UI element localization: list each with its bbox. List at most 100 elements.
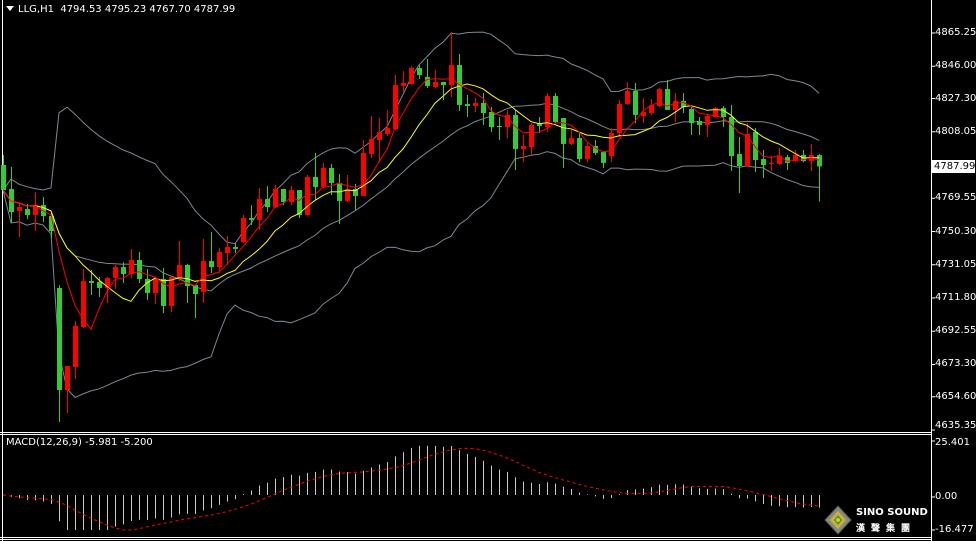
candle-body — [153, 278, 158, 293]
bearish-candle — [425, 58, 430, 88]
bullish-candle — [169, 276, 174, 312]
diamond-logo-icon — [824, 505, 852, 535]
bullish-candle — [257, 187, 262, 230]
candle-body — [65, 366, 70, 391]
price-tick-label: 4654.60 — [935, 390, 976, 402]
candle-body — [233, 247, 238, 249]
candle-body — [577, 138, 582, 159]
bearish-candle — [329, 163, 334, 196]
bearish-candle — [577, 133, 582, 163]
candle-body — [321, 167, 326, 187]
bearish-candle — [441, 81, 446, 101]
bearish-candle — [337, 173, 342, 225]
bearish-candle — [233, 243, 238, 254]
bullish-candle — [569, 129, 574, 145]
bearish-candle — [137, 252, 142, 283]
candle-body — [361, 152, 366, 196]
candle-body — [569, 138, 574, 144]
bullish-candle — [289, 186, 294, 206]
bullish-candle — [769, 156, 774, 172]
candle-body — [161, 278, 166, 306]
candle-body — [25, 209, 30, 215]
candle-body — [817, 155, 822, 167]
bullish-candle — [361, 139, 366, 196]
bearish-candle — [721, 105, 726, 128]
candle-body — [105, 277, 110, 288]
bearish-candle — [209, 232, 214, 273]
price-tick-label: 4769.55 — [935, 192, 976, 204]
candle-body — [449, 65, 454, 86]
candle-body — [729, 117, 734, 157]
bullish-candle — [393, 75, 398, 130]
candle-body — [305, 176, 310, 215]
macd-tick-label: -16.477 — [935, 524, 974, 535]
bearish-candle — [513, 109, 518, 171]
candle-body — [137, 259, 142, 279]
candle-body — [673, 100, 678, 110]
candle-body — [585, 146, 590, 159]
bearish-candle — [57, 285, 62, 422]
bearish-candle — [353, 184, 358, 210]
price-tick-label: 4846.00 — [935, 60, 976, 72]
bearish-candle — [9, 166, 14, 224]
bullish-candle — [153, 277, 158, 305]
candle-body — [753, 132, 758, 161]
candle-body — [73, 325, 78, 368]
candle-body — [625, 90, 630, 105]
price-tick-label: 4731.05 — [935, 258, 976, 270]
candle-body — [217, 252, 222, 268]
bearish-candle — [145, 268, 150, 301]
candle-body — [41, 205, 46, 216]
chart-frame — [0, 0, 932, 541]
candle-body — [553, 95, 558, 123]
bullish-candle — [225, 235, 230, 266]
bullish-candle — [321, 162, 326, 188]
candle-body — [425, 76, 430, 86]
dropdown-triangle-icon[interactable] — [6, 6, 14, 11]
macd-indicator — [2, 445, 820, 531]
candle-body — [617, 104, 622, 134]
candle-body — [329, 167, 334, 183]
bearish-candle — [265, 186, 270, 212]
candle-body — [377, 132, 382, 140]
bullish-candle — [17, 203, 22, 238]
macd-tick-label: 25.401 — [935, 437, 970, 448]
candle-body — [17, 206, 22, 211]
candle-body — [265, 199, 270, 207]
bullish-candle — [505, 109, 510, 139]
candle-body — [529, 124, 534, 148]
bearish-candle — [737, 137, 742, 193]
bearish-candle — [593, 139, 598, 156]
candle-body — [409, 67, 414, 85]
price-tick-label: 4692.55 — [935, 325, 976, 337]
candle-body — [537, 123, 542, 126]
candle-body — [489, 112, 494, 128]
candle-body — [121, 267, 126, 274]
candle-body — [281, 189, 286, 202]
ohlc-readout: 4794.53 4795.23 4767.70 4787.99 — [60, 4, 236, 15]
bearish-candle — [761, 149, 766, 178]
candle-body — [505, 114, 510, 128]
bullish-candle — [449, 32, 454, 97]
candle-body — [345, 189, 350, 201]
bearish-candle — [801, 149, 806, 163]
bearish-candle — [417, 65, 422, 80]
candle-body — [185, 265, 190, 287]
bullish-candle — [521, 134, 526, 163]
price-tick-label: 4827.30 — [935, 92, 976, 104]
candle-body — [785, 157, 790, 163]
candle-body — [769, 162, 774, 164]
bullish-candle — [385, 109, 390, 137]
logo-chinese: 漢聲集團 — [856, 524, 917, 534]
candle-body — [113, 267, 118, 278]
candle-body — [465, 104, 470, 106]
slow-moving-average — [2, 83, 819, 302]
bullish-candle — [585, 143, 590, 163]
candle-body — [81, 281, 86, 327]
bearish-candle — [161, 267, 166, 314]
symbol-label: LLG,H1 — [18, 4, 54, 15]
bullish-candle — [649, 99, 654, 115]
candle-body — [777, 156, 782, 164]
candle-body — [593, 146, 598, 153]
